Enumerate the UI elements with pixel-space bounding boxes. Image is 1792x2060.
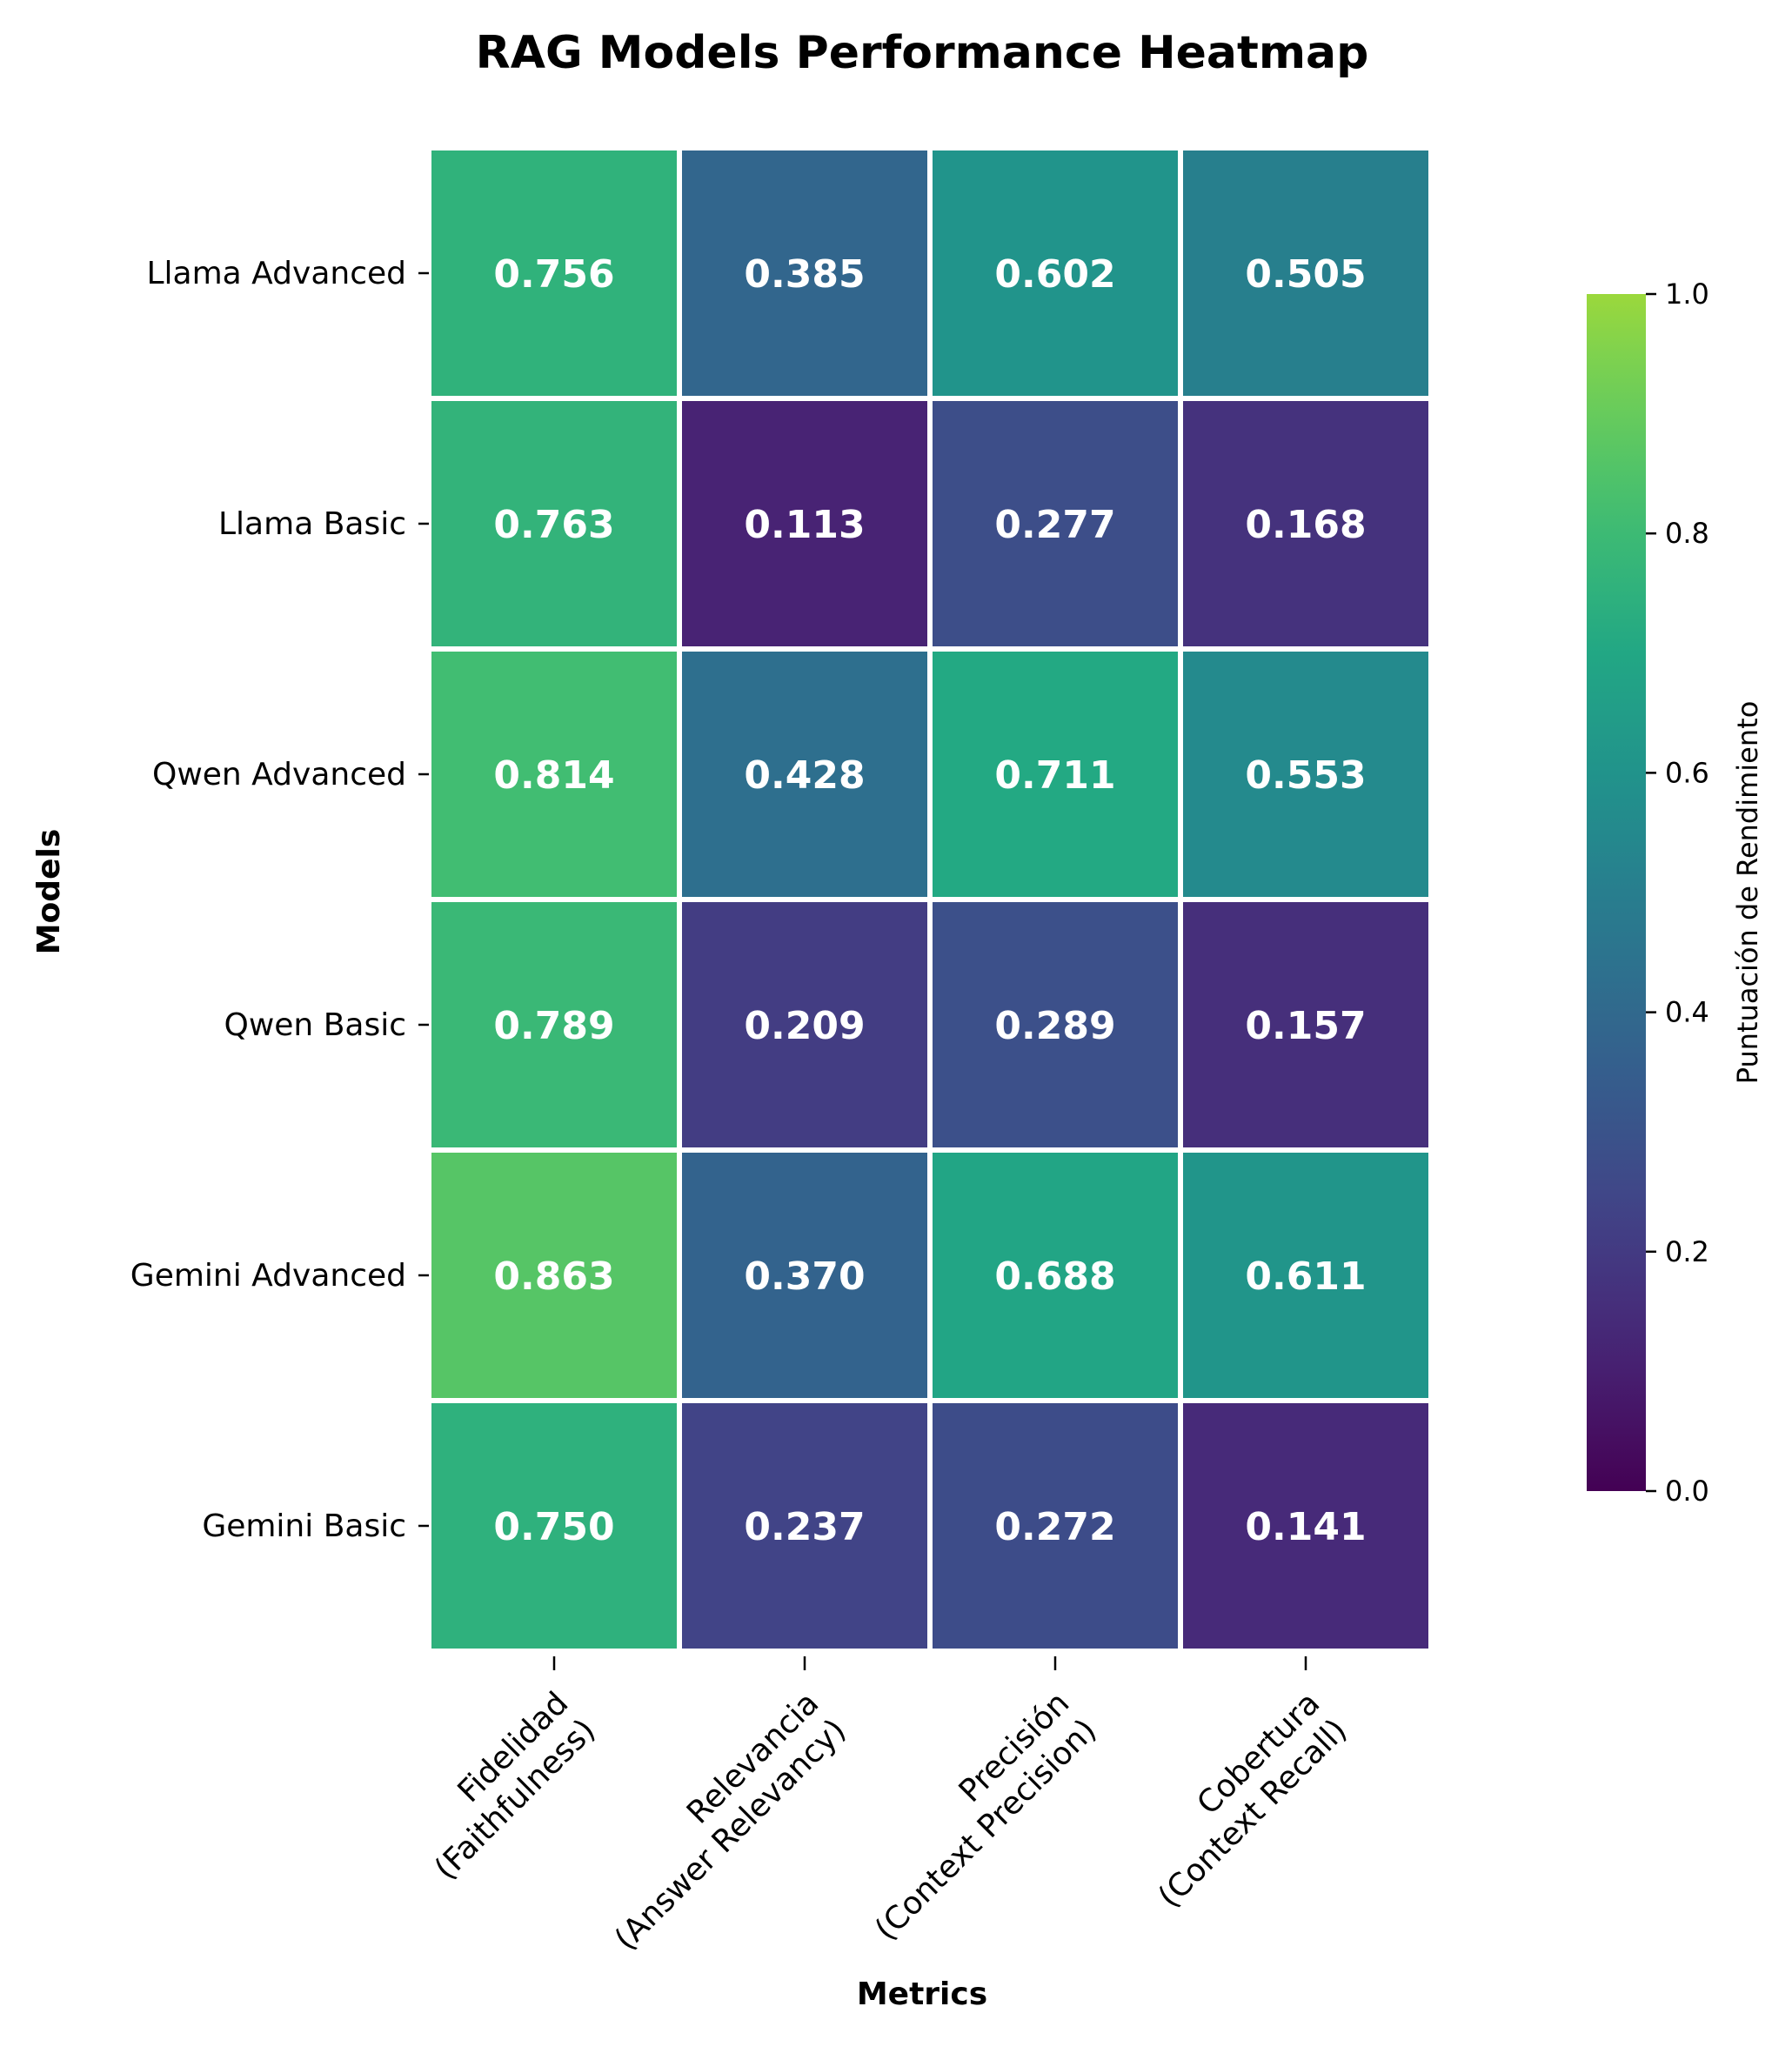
cell-value-label: 0.611	[1245, 1254, 1366, 1299]
cell-value-label: 0.763	[493, 503, 614, 547]
cell-value-label: 0.157	[1245, 1004, 1366, 1048]
colorbar-tick-label: 1.0	[1665, 278, 1709, 311]
heatmap-cell	[677, 1398, 933, 1654]
heatmap-cell	[927, 1398, 1183, 1654]
colorbar-label: Puntuación de Rendimiento	[1731, 701, 1764, 1085]
heatmap-cell	[1178, 1147, 1434, 1403]
heatmap-cell	[927, 145, 1183, 401]
colorbar: 0.0 0.2 0.4 0.6 0.8 1.0	[1587, 278, 1709, 1508]
cell-value-label: 0.863	[493, 1254, 614, 1299]
heatmap-cell-labels: 0.756 0.385 0.602 0.505 0.763 0.113 0.277 0.168…	[493, 252, 1366, 1549]
cell-value-label: 0.789	[493, 1004, 614, 1048]
cell-value-label: 0.688	[994, 1254, 1115, 1299]
heatmap-cell	[1178, 1398, 1434, 1654]
y-tick-label: Qwen Basic	[224, 1007, 407, 1043]
heatmap-cell	[1178, 646, 1434, 902]
cell-value-label: 0.272	[994, 1505, 1115, 1549]
heatmap-cell	[677, 646, 933, 902]
cell-value-label: 0.209	[744, 1004, 865, 1048]
heatmap-cell	[677, 897, 933, 1153]
cell-value-label: 0.505	[1245, 252, 1366, 297]
cell-value-label: 0.428	[744, 753, 865, 798]
y-tick-label: Qwen Advanced	[152, 757, 406, 793]
cell-value-label: 0.237	[744, 1505, 865, 1549]
heatmap-cell	[927, 897, 1183, 1153]
cell-value-label: 0.750	[493, 1505, 614, 1549]
heatmap-cell	[1178, 396, 1434, 652]
cell-value-label: 0.277	[994, 503, 1115, 547]
colorbar-tick-label: 0.6	[1665, 756, 1709, 789]
chart-title: RAG Models Performance Heatmap	[476, 27, 1369, 79]
heatmap-cell	[927, 1147, 1183, 1403]
y-tick-label: Llama Basic	[218, 506, 406, 542]
y-axis-label: Models	[31, 829, 67, 955]
heatmap-cell	[426, 1147, 682, 1403]
heatmap-cell	[426, 1398, 682, 1654]
cell-value-label: 0.113	[744, 503, 865, 547]
heatmap-cell	[677, 145, 933, 401]
cell-value-label: 0.289	[994, 1004, 1115, 1048]
y-axis: Llama Advanced Llama Basic Qwen Advanced Qw…	[130, 256, 429, 1544]
heatmap-cells	[426, 145, 1434, 1654]
heatmap-cell	[426, 145, 682, 401]
heatmap-cell	[677, 1147, 933, 1403]
cell-value-label: 0.602	[994, 252, 1115, 297]
heatmap-cell	[1178, 897, 1434, 1153]
cell-value-label: 0.168	[1245, 503, 1366, 547]
y-tick-label: Llama Advanced	[146, 256, 406, 291]
colorbar-tick-label: 0.0	[1665, 1475, 1709, 1508]
cell-value-label: 0.385	[744, 252, 865, 297]
colorbar-tick-label: 0.8	[1665, 517, 1709, 550]
y-tick-label: Gemini Basic	[202, 1508, 406, 1544]
cell-value-label: 0.756	[493, 252, 614, 297]
y-tick-label: Gemini Advanced	[130, 1258, 406, 1294]
cell-value-label: 0.370	[744, 1254, 865, 1299]
cell-value-label: 0.553	[1245, 753, 1366, 798]
x-axis-label: Metrics	[857, 1976, 987, 2012]
colorbar-gradient	[1587, 294, 1646, 1491]
colorbar-tick-label: 0.4	[1665, 996, 1709, 1029]
cell-value-label: 0.141	[1245, 1505, 1366, 1549]
cell-value-label: 0.711	[994, 753, 1115, 798]
cell-value-label: 0.814	[493, 753, 614, 798]
colorbar-tick-label: 0.2	[1665, 1235, 1709, 1268]
